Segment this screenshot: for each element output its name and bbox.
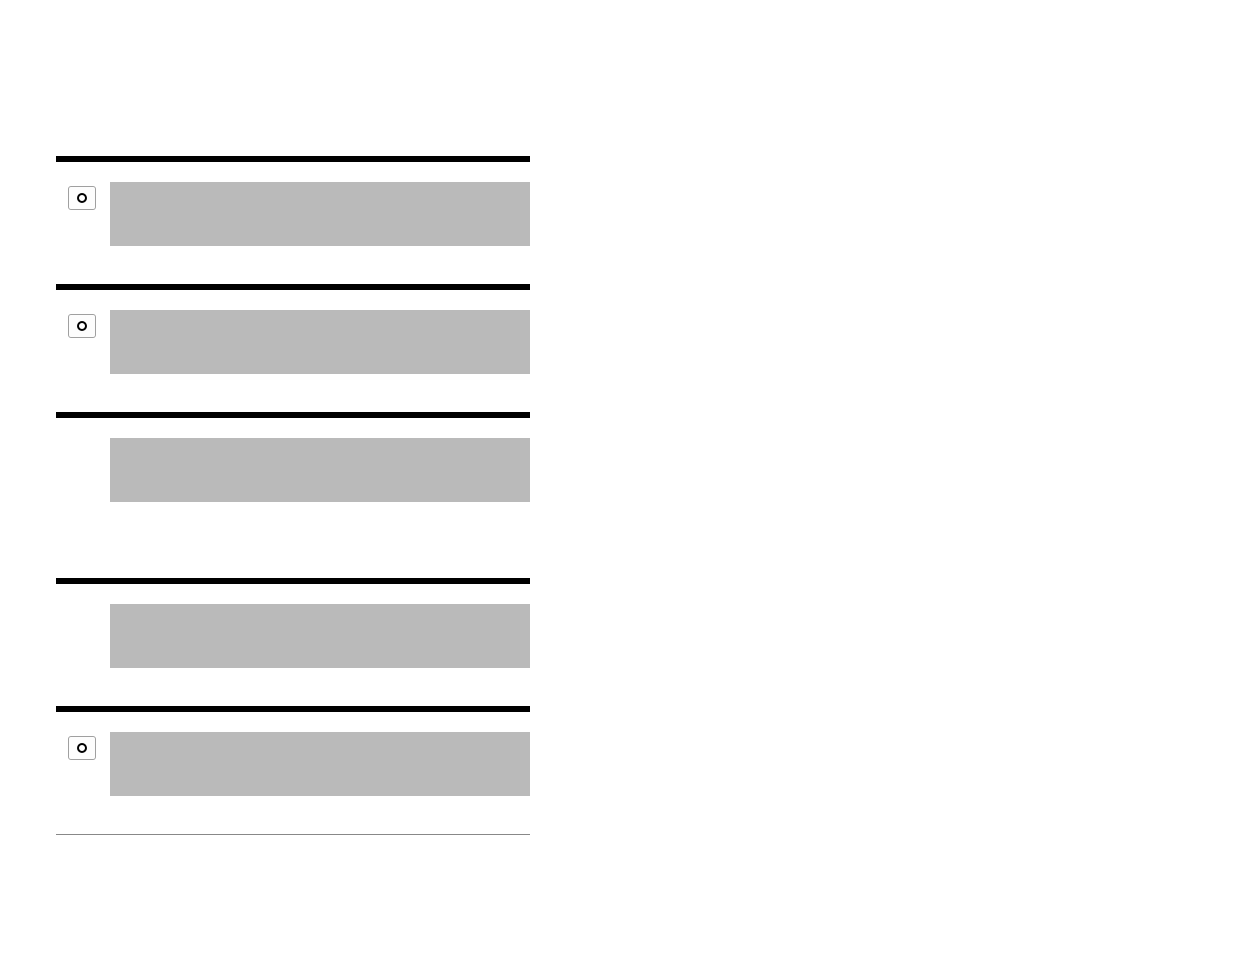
radio-circle-icon xyxy=(77,743,87,753)
radio-circle-icon xyxy=(77,321,87,331)
skeleton-list xyxy=(56,156,530,835)
radio-button[interactable] xyxy=(68,186,96,210)
placeholder-content xyxy=(110,438,530,502)
placeholder-content xyxy=(110,182,530,246)
placeholder-content xyxy=(110,732,530,796)
placeholder-content xyxy=(110,310,530,374)
placeholder-content xyxy=(110,604,530,668)
list-item xyxy=(56,156,530,284)
radio-button[interactable] xyxy=(68,736,96,760)
list-item xyxy=(56,706,530,834)
radio-circle-icon xyxy=(77,193,87,203)
list-item xyxy=(56,578,530,706)
radio-button[interactable] xyxy=(68,314,96,338)
list-item xyxy=(56,284,530,412)
divider xyxy=(56,834,530,835)
list-item xyxy=(56,412,530,578)
